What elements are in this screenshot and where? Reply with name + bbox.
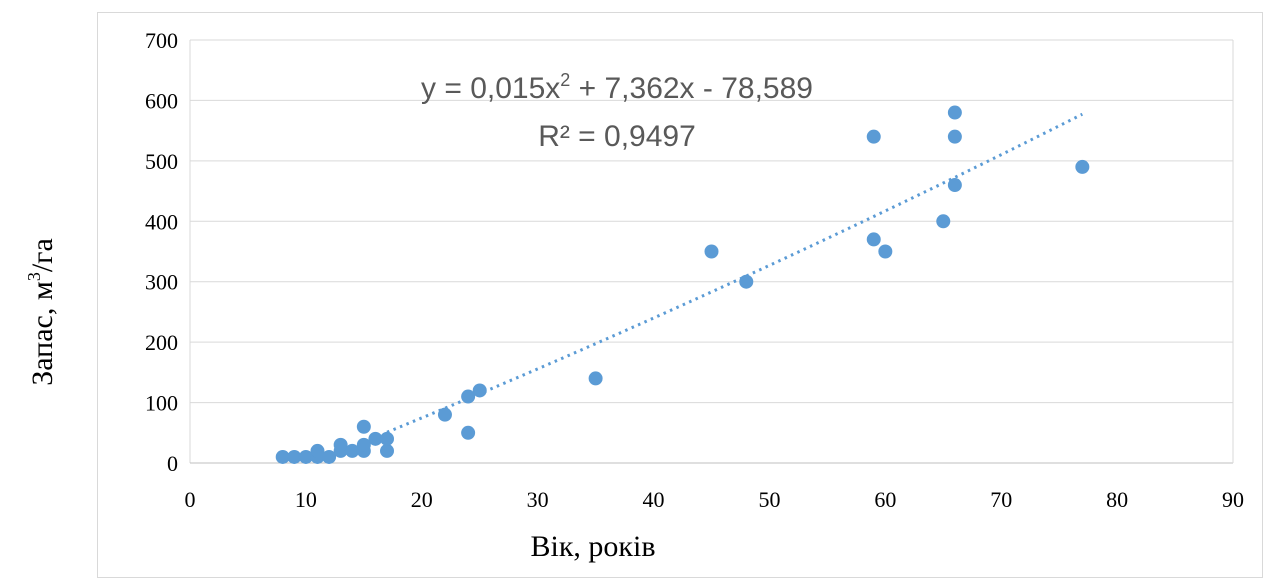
trendline-r2: R² = 0,9497 bbox=[538, 120, 696, 153]
x-tick-label-20: 20 bbox=[411, 487, 433, 512]
data-point-22 bbox=[866, 232, 881, 247]
y-axis-title-area: Запас, м3/га bbox=[0, 0, 90, 579]
data-point-11 bbox=[356, 419, 371, 434]
trendline bbox=[386, 112, 1084, 434]
trendline-equation: y = 0,015x2 + 7,362x - 78,589 bbox=[421, 70, 813, 105]
x-tick-label-10: 10 bbox=[295, 487, 317, 512]
y-axis-title-svg: Запас, м3/га bbox=[24, 238, 59, 386]
data-point-5 bbox=[322, 449, 337, 464]
data-point-14 bbox=[380, 431, 395, 446]
data-point-24 bbox=[878, 244, 893, 259]
data-point-15 bbox=[437, 407, 452, 422]
data-point-10 bbox=[356, 437, 371, 452]
y-tick-label-200: 200 bbox=[145, 330, 178, 355]
trendline-equation-pre: y = 0,015x bbox=[421, 72, 560, 105]
x-tick-label-80: 80 bbox=[1106, 487, 1128, 512]
data-point-26 bbox=[947, 178, 962, 193]
data-point-19 bbox=[588, 371, 603, 386]
data-point-17 bbox=[461, 389, 476, 404]
data-point-27 bbox=[947, 129, 962, 144]
data-point-7 bbox=[333, 437, 348, 452]
y-tick-label-600: 600 bbox=[145, 88, 178, 113]
x-tick-label-30: 30 bbox=[527, 487, 549, 512]
y-axis-title-sup: 3 bbox=[24, 272, 44, 281]
data-point-29 bbox=[1075, 159, 1090, 174]
y-tick-labels: 0 100 200 300 400 500 600 700 bbox=[145, 28, 178, 476]
chart-frame bbox=[97, 12, 1263, 578]
data-point-2 bbox=[298, 449, 313, 464]
y-tick-label-100: 100 bbox=[145, 391, 178, 416]
data-point-18 bbox=[472, 383, 487, 398]
data-point-1 bbox=[287, 449, 302, 464]
data-point-25 bbox=[936, 214, 951, 229]
data-point-12 bbox=[368, 431, 383, 446]
y-tick-label-500: 500 bbox=[145, 149, 178, 174]
data-point-21 bbox=[739, 274, 754, 289]
y-axis-title: Запас, м3/га bbox=[24, 238, 59, 386]
data-point-20 bbox=[704, 244, 719, 259]
data-point-16 bbox=[461, 425, 476, 440]
y-tick-label-700: 700 bbox=[145, 28, 178, 53]
y-tick-label-300: 300 bbox=[145, 270, 178, 295]
y-axis-title-tail: /га bbox=[26, 238, 59, 272]
x-tick-label-90: 90 bbox=[1222, 487, 1244, 512]
x-tick-label-0: 0 bbox=[185, 487, 196, 512]
data-point-4 bbox=[310, 443, 325, 458]
y-axis-title-main: Запас, м bbox=[26, 281, 59, 386]
y-tick-label-0: 0 bbox=[167, 451, 178, 476]
data-point-28 bbox=[947, 105, 962, 120]
axes bbox=[189, 40, 1234, 464]
trendline-equation-post: + 7,362x - 78,589 bbox=[570, 72, 813, 105]
data-points bbox=[275, 105, 1090, 464]
data-point-0 bbox=[275, 449, 290, 464]
x-tick-label-40: 40 bbox=[643, 487, 665, 512]
x-axis-title: Вік, років bbox=[531, 530, 656, 563]
y-tick-label-400: 400 bbox=[145, 209, 178, 234]
data-point-13 bbox=[380, 443, 395, 458]
x-tick-label-60: 60 bbox=[874, 487, 896, 512]
x-tick-labels: 0 10 20 30 40 50 60 70 80 90 bbox=[185, 487, 1245, 512]
data-point-23 bbox=[866, 129, 881, 144]
x-tick-label-70: 70 bbox=[990, 487, 1012, 512]
trendline-equation-sup: 2 bbox=[560, 70, 570, 90]
x-tick-label-50: 50 bbox=[758, 487, 780, 512]
gridlines bbox=[190, 39, 1233, 404]
data-point-8 bbox=[345, 443, 360, 458]
